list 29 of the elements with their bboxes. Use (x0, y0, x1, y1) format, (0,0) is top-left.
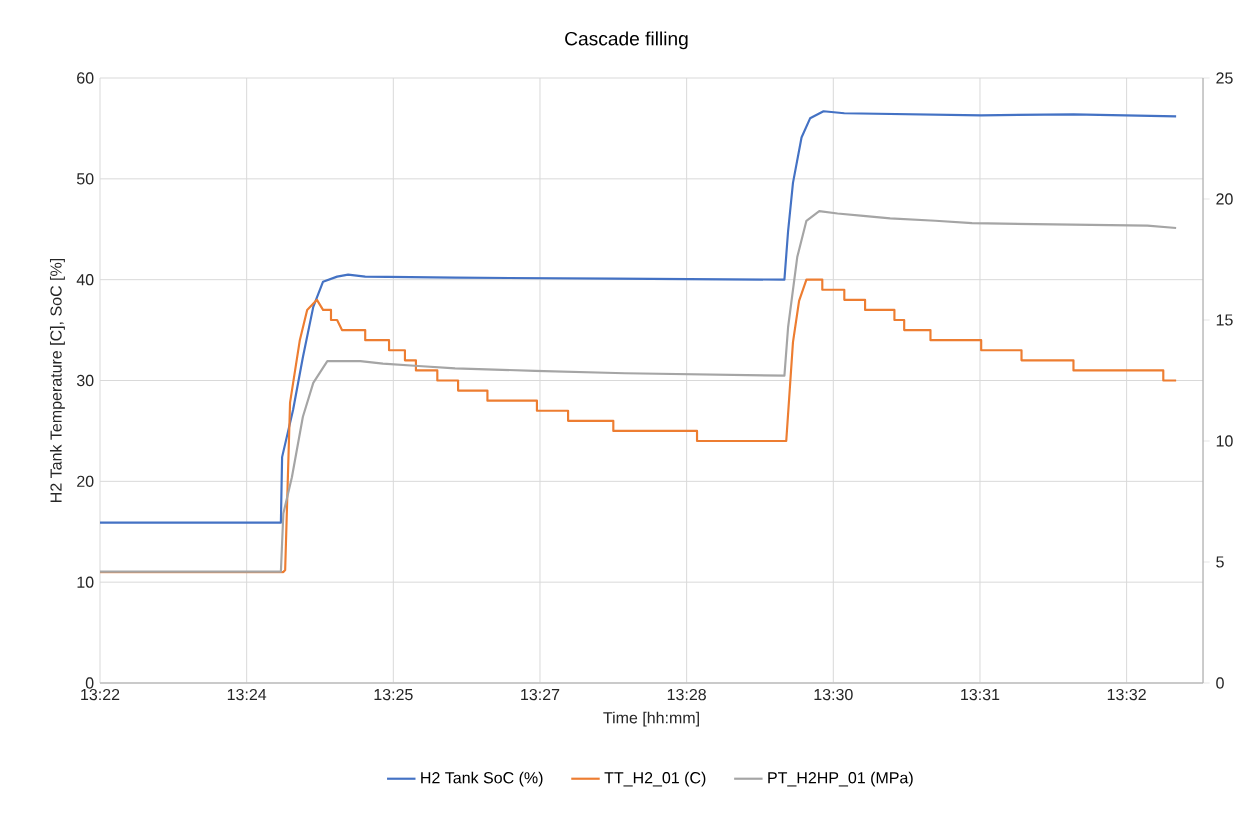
y-tick-label: 50 (76, 173, 94, 185)
x-tick-label: 13:28 (667, 688, 706, 701)
y-tick-label: 60 (77, 72, 94, 84)
line-series (100, 110, 1178, 524)
y-tick-label: 40 (76, 274, 94, 286)
y2-tick-label: 5 (1216, 556, 1224, 568)
legend-label: H2 Tank SoC (%) (421, 771, 543, 787)
x-tick-label: 13:32 (1107, 688, 1146, 701)
x-tick-label: 13:25 (374, 688, 413, 701)
y-tick-label: 0 (85, 677, 94, 689)
line-series (100, 210, 1178, 573)
x-tick-label: 13:27 (521, 688, 560, 701)
chart-title: Cascade filling (565, 31, 688, 50)
y-tick-label: 20 (77, 475, 94, 487)
y-tick-label: 30 (76, 374, 94, 387)
x-tick-label: 13:30 (814, 688, 853, 701)
x-tick-label: 13:24 (227, 688, 267, 701)
y-tick-label: 10 (77, 576, 94, 588)
x-axis-title: Time [hh:mm] (603, 711, 699, 727)
legend-label: PT_H2HP_01 (MPa) (768, 771, 913, 787)
x-tick-label: 13:31 (961, 688, 1000, 701)
y2-tick-label: 20 (1216, 193, 1233, 205)
x-tick-label: 13:22 (81, 688, 120, 701)
legend-label: TT_H2_01 (C) (604, 771, 706, 787)
y2-tick-label: 25 (1216, 72, 1233, 84)
y-axis-title: H2 Tank Temperature [C], SoC [%] (49, 258, 65, 502)
y2-tick-label: 15 (1216, 314, 1233, 326)
y2-tick-label: 10 (1216, 435, 1233, 447)
y2-tick-label: 0 (1216, 677, 1224, 689)
